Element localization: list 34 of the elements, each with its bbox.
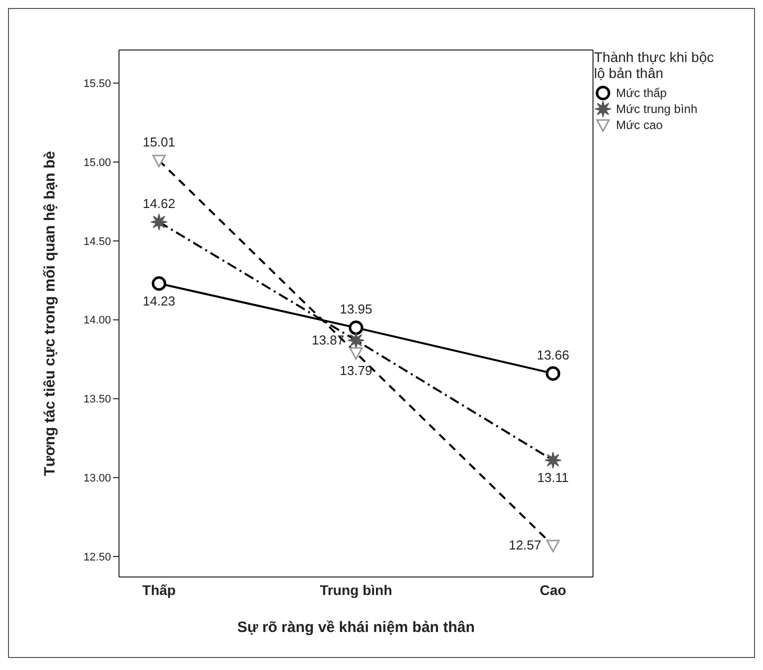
data-label: 13.11 [537, 470, 569, 486]
x-tick-label: Cao [540, 582, 566, 598]
y-axis-title: Tương tác tiêu cực trong mối quan hệ bạn bè [41, 151, 58, 476]
y-tick-label: 14.50 [83, 236, 111, 248]
x-tick-label: Trung bình [320, 582, 392, 598]
y-tick-label: 13.00 [83, 472, 111, 484]
legend-label: Mức thấp [616, 86, 667, 100]
x-axis-title: Sự rõ ràng về khái niệm bản thân [237, 619, 475, 636]
data-label: 12.57 [508, 537, 542, 552]
data-label: 14.23 [142, 294, 176, 309]
x-tick-label: Thấp [142, 582, 176, 598]
data-label: 13.79 [340, 362, 372, 378]
point [546, 366, 560, 381]
data-label: 13.95 [340, 302, 372, 317]
point [546, 540, 560, 552]
data-label: 14.62 [142, 196, 176, 211]
point [348, 320, 364, 335]
point [349, 347, 363, 360]
y-tick-label: 13.50 [83, 394, 111, 406]
legend-label: Mức trung bình [616, 102, 698, 116]
y-tick-label: 15.50 [83, 78, 111, 90]
point [150, 213, 168, 230]
point [152, 276, 166, 291]
point [348, 332, 364, 349]
y-tick-label: 15.00 [83, 156, 111, 169]
legend-title: Thành thực khi bộc lộ bản thân [594, 49, 714, 81]
data-label: 13.66 [536, 347, 570, 362]
y-tick-label: 12.50 [83, 551, 111, 564]
legend-label: Mức cao [616, 118, 663, 132]
point [544, 452, 562, 469]
data-label: 13.87 [312, 332, 344, 348]
data-label: 15.01 [142, 134, 176, 150]
y-tick-label: 14.00 [83, 314, 111, 327]
point [152, 154, 166, 168]
